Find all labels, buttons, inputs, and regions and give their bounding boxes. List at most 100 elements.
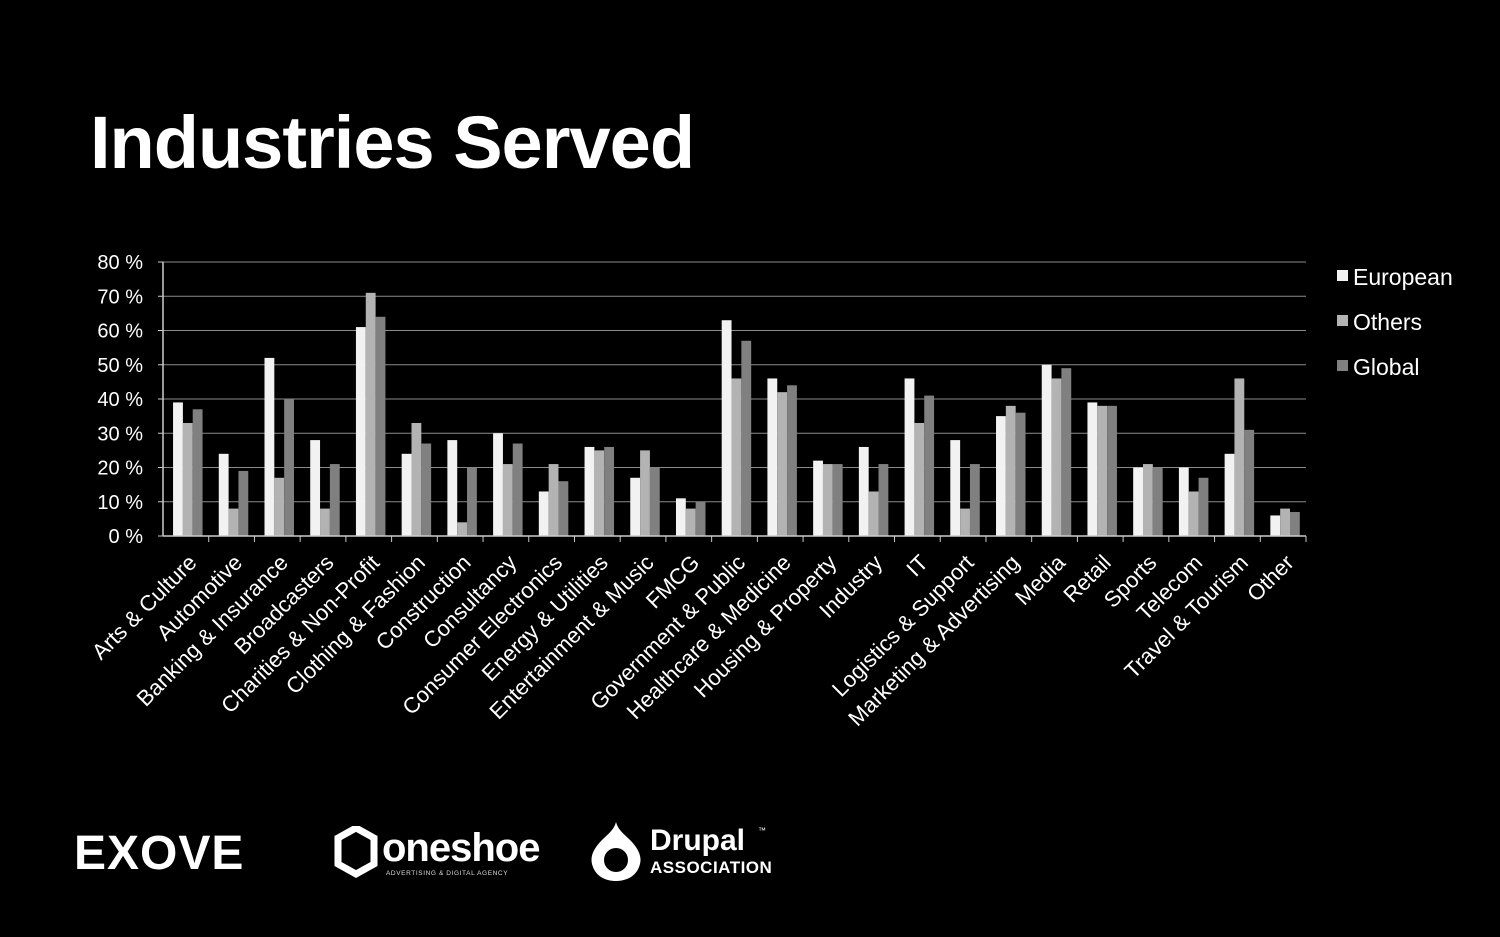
bar-others-13	[777, 392, 788, 536]
bar-european-9	[584, 446, 595, 536]
x-tick-label: IT	[901, 550, 933, 582]
bar-european-24	[1270, 515, 1281, 536]
oneshoe-wordmark: oneshoe	[382, 826, 540, 870]
bar-global-15	[878, 464, 889, 536]
exove-logo: EXOVE	[74, 827, 245, 880]
bar-others-5	[411, 422, 422, 536]
drupal-drop-icon	[591, 822, 641, 881]
bar-others-19	[1051, 378, 1062, 536]
bar-european-20	[1087, 402, 1098, 536]
y-tick-label: 60 %	[97, 321, 143, 343]
legend-swatch	[1337, 315, 1348, 326]
bar-european-10	[630, 477, 641, 536]
y-tick-label: 20 %	[97, 458, 143, 480]
bar-european-4	[355, 327, 366, 536]
legend: European Others Global	[1337, 264, 1453, 380]
bar-global-17	[969, 464, 980, 536]
bar-european-21	[1133, 467, 1144, 536]
bar-others-8	[548, 464, 559, 536]
bar-others-22	[1188, 491, 1199, 536]
y-tick-label: 40 %	[97, 389, 143, 411]
oneshoe-hexagon-icon	[334, 826, 378, 878]
bar-european-17	[950, 440, 961, 536]
bar-global-11	[695, 501, 706, 536]
bar-european-7	[493, 433, 503, 536]
y-tick-label: 50 %	[97, 355, 143, 377]
bar-global-1	[238, 470, 249, 536]
bar-global-20	[1107, 405, 1117, 536]
bar-global-6	[467, 467, 477, 536]
y-tick-label: 30 %	[97, 423, 143, 445]
bar-others-1	[228, 508, 239, 536]
y-tick-label: 10 %	[97, 492, 143, 514]
drupal-association-label: ASSOCIATION	[650, 858, 773, 877]
bar-others-6	[457, 522, 468, 536]
bar-global-5	[421, 443, 432, 536]
bar-others-23	[1234, 378, 1245, 536]
bar-others-10	[640, 450, 650, 536]
bar-european-12	[721, 320, 732, 536]
y-axis: 0 % 10 % 20 % 30 % 40 % 50 % 60 % 70 % 80 %	[97, 252, 164, 548]
bar-others-20	[1097, 405, 1108, 536]
legend-label: Global	[1353, 354, 1419, 380]
bar-european-8	[538, 491, 549, 536]
bar-european-19	[1041, 364, 1052, 536]
bar-global-14	[832, 464, 843, 536]
bar-others-12	[731, 378, 742, 536]
bar-others-7	[502, 464, 513, 536]
bar-others-14	[822, 464, 833, 536]
legend-label: European	[1353, 264, 1453, 290]
bar-global-8	[558, 481, 569, 536]
bar-others-21	[1143, 464, 1153, 536]
bar-global-22	[1198, 477, 1209, 536]
slide-title: Industries Served	[90, 101, 695, 184]
bar-european-0	[173, 402, 183, 536]
bar-others-3	[320, 508, 330, 536]
bar-global-16	[924, 395, 935, 536]
oneshoe-tagline: ADVERTISING & DIGITAL AGENCY	[386, 870, 509, 877]
bar-european-1	[218, 453, 229, 536]
bar-global-9	[604, 446, 615, 536]
bar-others-18	[1005, 405, 1016, 536]
bar-global-18	[1015, 412, 1026, 536]
bar-european-13	[767, 378, 778, 536]
bar-european-5	[401, 453, 412, 536]
bar-global-21	[1152, 467, 1163, 536]
bar-global-3	[329, 464, 340, 536]
bar-european-14	[813, 460, 823, 536]
x-tick-label: Media	[1010, 549, 1071, 610]
bar-global-0	[192, 409, 203, 536]
drupal-trademark: ™	[758, 826, 766, 835]
bar-others-15	[868, 491, 879, 536]
bar-others-4	[365, 292, 376, 536]
bar-global-23	[1244, 429, 1255, 536]
bar-others-11	[685, 508, 696, 536]
bar-others-2	[274, 477, 285, 536]
bar-european-11	[675, 498, 686, 536]
bars	[173, 292, 1300, 536]
y-tick-label: 0 %	[109, 526, 144, 548]
bar-global-4	[375, 316, 386, 536]
bar-others-24	[1280, 508, 1290, 536]
bar-european-16	[904, 378, 915, 536]
x-tick-label: Other	[1242, 550, 1299, 607]
bar-others-16	[914, 422, 925, 536]
bar-global-19	[1061, 368, 1072, 536]
bar-european-18	[996, 416, 1006, 536]
bar-global-13	[787, 385, 797, 536]
bar-global-10	[649, 467, 660, 536]
bar-others-9	[594, 450, 605, 536]
drupal-wordmark: Drupal	[650, 824, 746, 857]
bar-european-6	[447, 440, 458, 536]
legend-label: Others	[1353, 309, 1422, 335]
bar-european-23	[1224, 453, 1235, 536]
bar-global-7	[512, 443, 523, 536]
bar-european-22	[1178, 467, 1189, 536]
bar-european-15	[858, 446, 869, 536]
bar-european-2	[264, 357, 275, 536]
bar-global-12	[741, 340, 752, 536]
bar-european-3	[310, 440, 321, 536]
bar-global-2	[284, 399, 294, 536]
